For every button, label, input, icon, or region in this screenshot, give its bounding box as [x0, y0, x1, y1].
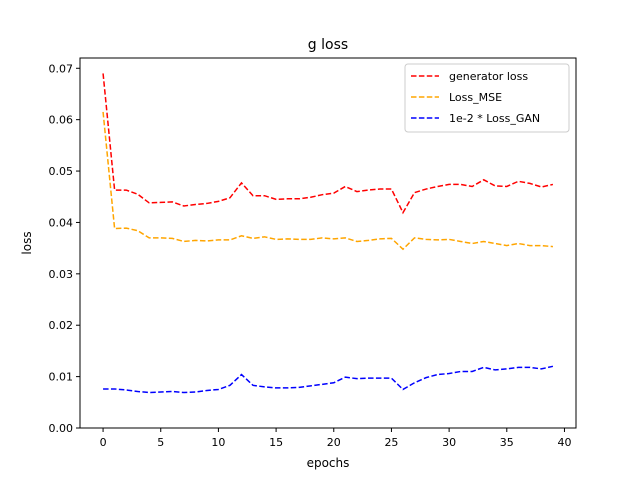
legend-box: [404, 63, 570, 133]
x-tick-label-4: 20: [327, 436, 341, 449]
y-tick-label-1: 0.01: [49, 371, 74, 384]
legend-label-2: 1e-2 * Loss_GAN: [449, 112, 540, 125]
x-tick-label-6: 30: [442, 436, 456, 449]
series-line-1: [102, 111, 553, 251]
y-axis-ticks: 0.00 0.01 0.02 0.03 0.04 0.05 0.06 0.07: [49, 62, 80, 435]
legend: generator loss Loss_MSE 1e-2 * Loss_GAN: [404, 63, 570, 133]
x-axis-label: epochs: [307, 456, 350, 470]
y-tick-label-5: 0.05: [49, 165, 74, 178]
legend-label-1: Loss_MSE: [449, 91, 502, 104]
y-tick-label-0: 0.00: [49, 422, 74, 435]
y-tick-label-2: 0.02: [49, 319, 74, 332]
chart-title: g loss: [308, 37, 348, 53]
x-tick-label-7: 35: [500, 436, 514, 449]
x-tick-label-8: 40: [557, 436, 571, 449]
x-tick-label-0: 0: [100, 436, 107, 449]
x-tick-label-5: 25: [384, 436, 398, 449]
y-tick-label-6: 0.06: [49, 114, 74, 127]
series-line-2: [103, 365, 554, 394]
legend-label-0: generator loss: [449, 70, 528, 83]
plot-frame: [79, 57, 577, 429]
series-layer: [102, 73, 554, 394]
series-line-0: [102, 73, 554, 215]
x-tick-label-3: 15: [269, 436, 283, 449]
x-tick-label-1: 5: [157, 436, 164, 449]
y-axis-label: loss: [20, 231, 34, 254]
y-tick-label-3: 0.03: [49, 268, 74, 281]
x-axis-ticks: 0 5 10 15 20 25 30 35 40: [100, 428, 571, 449]
y-tick-label-7: 0.07: [49, 62, 74, 75]
y-tick-label-4: 0.04: [49, 216, 74, 229]
x-tick-label-2: 10: [211, 436, 225, 449]
